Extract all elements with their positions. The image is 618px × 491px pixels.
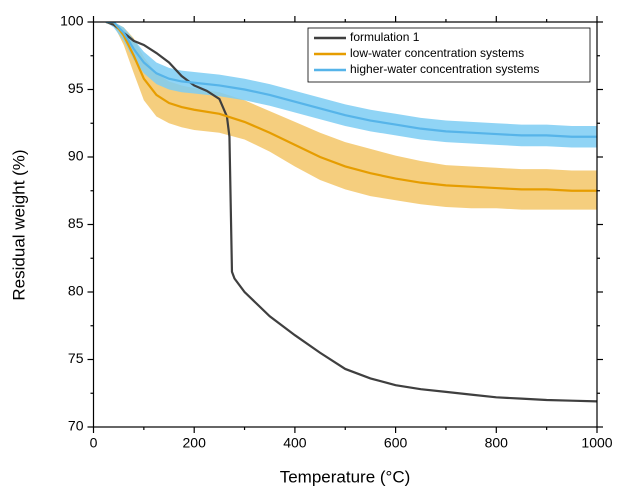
data-line: [106, 22, 597, 192]
y-tick-label: 70: [68, 418, 84, 434]
y-tick-label: 95: [68, 80, 84, 96]
x-tick-label: 0: [90, 435, 98, 451]
x-tick-label: 600: [384, 435, 408, 451]
legend-label: higher-water concentration systems: [350, 62, 539, 76]
x-tick-label: 200: [183, 435, 207, 451]
y-tick-label: 80: [68, 283, 84, 299]
y-tick-label: 85: [68, 215, 84, 231]
legend-box: [307, 27, 591, 83]
legend-label: formulation 1: [350, 30, 420, 44]
x-tick-label: 1000: [581, 435, 612, 451]
x-tick-label: 400: [283, 435, 307, 451]
y-tick-label: 100: [60, 13, 84, 29]
plot: [105, 22, 597, 403]
data-line: [105, 22, 597, 403]
legend-label: low-water concentration systems: [350, 46, 524, 60]
y-tick-label: 90: [68, 148, 84, 164]
y-axis-label: Residual weight (%): [9, 149, 28, 300]
error-band: [106, 22, 597, 210]
y-tick-label: 75: [68, 350, 84, 366]
data-line: [106, 22, 597, 138]
x-tick-label: 800: [485, 435, 509, 451]
x-axis-label: Temperature (°C): [280, 467, 411, 486]
